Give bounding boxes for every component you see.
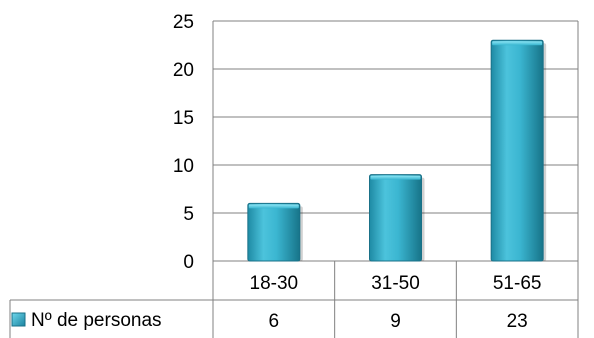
x-category-label: 51-65: [493, 273, 542, 294]
x-category-label: 18-30: [250, 273, 299, 294]
y-tick-label: 0: [183, 252, 194, 273]
bar: [490, 39, 544, 262]
y-tick-label: 15: [173, 108, 194, 129]
bar: [369, 174, 422, 262]
y-tick-label: 20: [173, 60, 194, 81]
legend-swatch: [11, 312, 26, 327]
data-table-value: 23: [507, 311, 528, 332]
bar-top-cap: [370, 175, 421, 180]
bars-layer: [247, 39, 547, 262]
y-tick-label: 5: [183, 204, 194, 225]
x-category-label: 31-50: [371, 273, 420, 294]
y-axis: 0 5 10 15 20 25: [173, 12, 194, 273]
data-table: 18-30 31-50 51-65 Nº de personas 6 9 23: [9, 261, 579, 338]
data-table-value: 6: [269, 311, 280, 332]
y-tick-label: 25: [173, 12, 194, 33]
bar-top-cap: [248, 204, 299, 209]
data-table-value: 9: [390, 311, 401, 332]
bar-top-cap: [492, 41, 543, 46]
y-tick-label: 10: [173, 156, 194, 177]
bar: [247, 202, 301, 262]
legend-series-name: Nº de personas: [31, 310, 162, 331]
